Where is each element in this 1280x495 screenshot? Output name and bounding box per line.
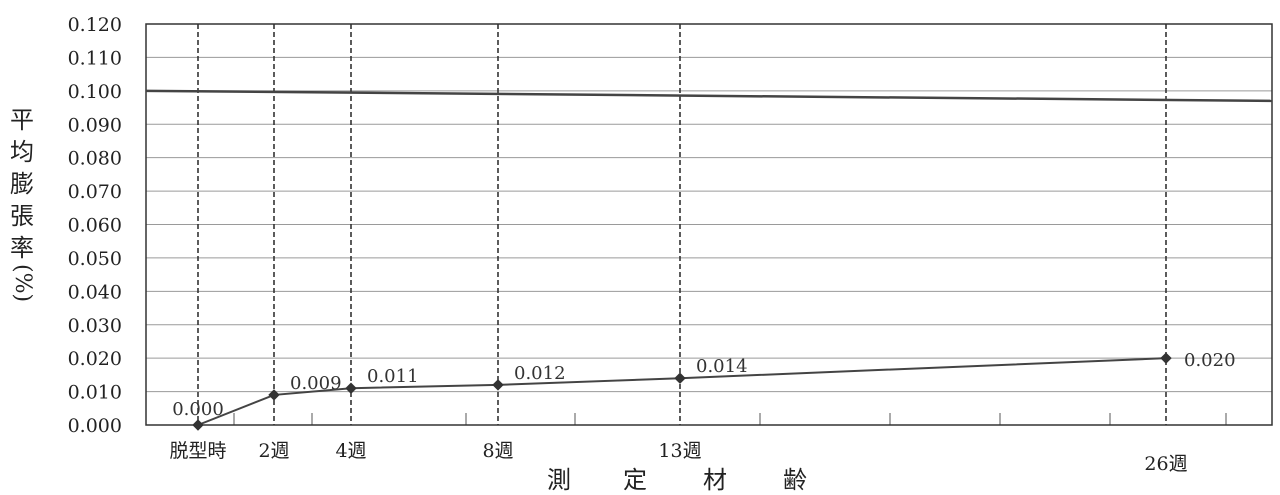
data-point <box>674 372 686 384</box>
y-axis-title-char: 平 <box>10 106 34 134</box>
y-tick-label: 0.070 <box>68 181 122 203</box>
series-line <box>197 357 1167 426</box>
y-tick-label: 0.090 <box>68 114 122 136</box>
x-tick-label: 4週 <box>335 440 366 462</box>
data-point <box>345 382 357 394</box>
data-points <box>192 352 1172 431</box>
data-label: 0.009 <box>290 373 342 394</box>
y-tick-label: 0.060 <box>68 215 122 237</box>
y-ticks: 0.000 0.010 0.020 0.030 0.040 0.050 0.060 0.070… <box>68 14 122 437</box>
y-axis-title: 平 均 膨 張 率 (%) <box>8 104 36 302</box>
y-tick-label: 0.100 <box>68 81 122 103</box>
y-tick-label: 0.010 <box>68 382 122 404</box>
y-axis-title-char: 膨 <box>10 170 34 198</box>
limit-line <box>145 89 1273 103</box>
data-label: 0.011 <box>367 366 419 387</box>
x-axis-title-char: 定 <box>623 466 649 494</box>
data-point <box>492 379 504 391</box>
x-axis-title-char: 材 <box>703 466 729 494</box>
x-tick-label: 8週 <box>482 440 513 462</box>
data-point <box>192 419 204 431</box>
y-tick-label: 0.030 <box>68 315 122 337</box>
y-axis-title-char: 張 <box>10 202 34 230</box>
y-tick-label: 0.110 <box>68 47 122 69</box>
y-tick-label: 0.080 <box>68 148 122 170</box>
x-tick-label: 脱型時 <box>169 440 226 462</box>
plot-frame <box>145 23 1273 426</box>
y-tick-label: 0.020 <box>68 348 122 370</box>
x-axis-title-char: 測 <box>547 466 573 494</box>
x-tick-label: 13週 <box>658 440 701 462</box>
data-label: 0.014 <box>696 356 748 377</box>
data-label: 0.012 <box>514 363 566 384</box>
y-axis-title-char: (%) <box>10 264 35 303</box>
x-tick-label: 2週 <box>258 440 289 462</box>
x-tick-label: 26週 <box>1144 453 1187 475</box>
data-label: 0.020 <box>1184 350 1236 371</box>
y-axis-title-char: 均 <box>10 138 34 166</box>
y-tick-label: 0.000 <box>68 415 122 437</box>
x-axis-title-char: 齢 <box>783 466 809 494</box>
data-labels: 0.000 0.009 0.011 0.012 0.014 0.020 <box>172 350 1235 420</box>
data-label: 0.000 <box>172 399 224 420</box>
x-axis-title: 測定材齢 <box>547 466 809 494</box>
x-ticks: 脱型時 2週 4週 8週 13週 26週 <box>169 440 1187 475</box>
y-tick-label: 0.120 <box>68 14 122 36</box>
data-point <box>1160 352 1172 364</box>
data-point <box>268 389 280 401</box>
y-axis-title-char: 率 <box>10 234 34 262</box>
y-tick-label: 0.040 <box>68 281 122 303</box>
y-tick-label: 0.050 <box>68 248 122 270</box>
